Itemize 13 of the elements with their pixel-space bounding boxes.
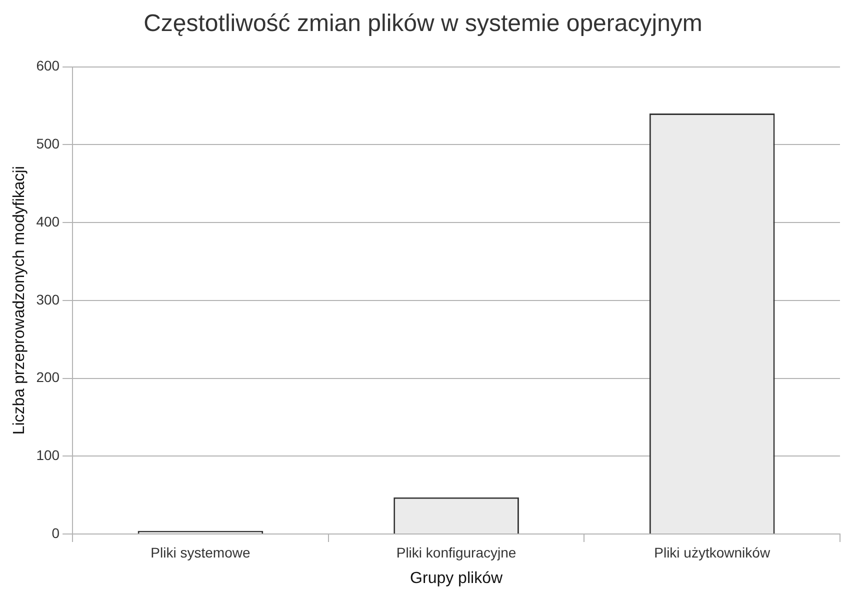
y-tick-label: 0 (52, 524, 60, 541)
y-tick-label: 500 (36, 136, 60, 152)
chart-title: Częstotliwość zmian plików w systemie operacyjnym (144, 10, 702, 38)
y-tick-label: 200 (36, 369, 60, 386)
y-tick-label: 300 (36, 291, 60, 308)
x-axis-title: Grupy plików (410, 570, 503, 587)
y-tick-label: 600 (36, 58, 60, 74)
y-tick-label: 100 (36, 446, 60, 463)
y-tick-label: 400 (36, 213, 60, 230)
x-tick-label: Pliki użytkowników (654, 544, 771, 560)
x-tick-label: Pliki konfiguracyjne (396, 544, 516, 560)
y-axis-title: Liczba przeprowadzonych modyfikacji (11, 166, 28, 435)
x-tick-label: Pliki systemowe (150, 544, 250, 560)
